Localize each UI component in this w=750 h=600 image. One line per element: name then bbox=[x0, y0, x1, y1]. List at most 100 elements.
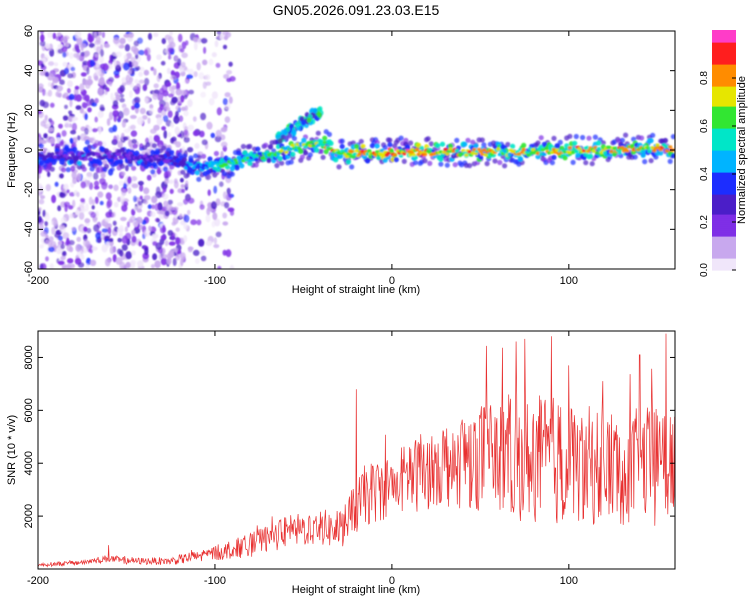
spectrogram-noise-cell bbox=[76, 191, 80, 198]
spectrogram-ridge-cell bbox=[509, 143, 516, 149]
spectrogram-ridge-cell bbox=[596, 140, 602, 146]
spectrogram-ridge-cell bbox=[233, 158, 238, 162]
spectrogram-ridge-cell bbox=[338, 153, 344, 159]
spectrogram-noise-cell bbox=[100, 172, 106, 179]
spectrogram-noise-cell bbox=[214, 218, 221, 227]
spectrogram-ridge-cell bbox=[113, 156, 119, 161]
spectrogram-noise-cell bbox=[62, 52, 67, 58]
spectrogram-noise-cell bbox=[76, 48, 81, 54]
spectrogram-noise-cell bbox=[174, 178, 178, 184]
spectrogram-noise-cell bbox=[151, 233, 159, 239]
spectrogram-noise-cell bbox=[229, 264, 235, 269]
spectrogram-ridge-cell bbox=[408, 140, 414, 146]
spectrogram-ridge-cell bbox=[567, 146, 573, 150]
spectrogram-noise-cell bbox=[80, 198, 85, 203]
spectrogram-noise-cell bbox=[74, 43, 80, 50]
spectrogram-ridge-cell bbox=[127, 158, 133, 164]
spectrogram-noise-cell bbox=[108, 111, 114, 121]
spectrogram-noise-cell bbox=[40, 231, 47, 237]
spectrogram-ridge-cell bbox=[301, 137, 307, 143]
spectrogram-noise-cell bbox=[144, 49, 148, 56]
spectrogram-ridge-cell bbox=[160, 154, 165, 158]
spectrogram-noise-cell bbox=[180, 220, 186, 226]
spectrogram-noise-cell bbox=[117, 228, 124, 233]
spectrogram-ridge-cell bbox=[464, 153, 469, 157]
spectrogram-ridge-cell bbox=[236, 155, 241, 160]
spectrogram-noise-cell bbox=[214, 40, 219, 48]
spectrogram-noise-cell bbox=[113, 70, 120, 76]
spectrogram-ridge-cell bbox=[392, 153, 397, 157]
spectrogram-noise-cell bbox=[177, 202, 184, 207]
spectrogram-noise-cell bbox=[147, 33, 153, 40]
spectrogram-noise-cell bbox=[160, 257, 168, 266]
spectrogram-ridge-cell bbox=[151, 162, 157, 168]
spectrogram-ridge-cell bbox=[358, 138, 364, 145]
spectrogram-ridge-cell bbox=[161, 145, 167, 151]
spectrogram-noise-cell bbox=[130, 45, 138, 53]
spectrogram-noise-cell bbox=[153, 83, 159, 89]
spectrogram-noise-cell bbox=[179, 213, 183, 219]
y-tick-label: 60 bbox=[23, 25, 35, 37]
y-tick-label: 40 bbox=[23, 65, 35, 77]
spectrogram-ridge-cell bbox=[320, 154, 326, 160]
spectrogram-noise-cell bbox=[90, 211, 97, 218]
colorbar-segment bbox=[712, 100, 736, 103]
spectrogram-noise-cell bbox=[89, 259, 97, 266]
snr-line-series bbox=[38, 333, 675, 568]
spectrogram-ridge-cell bbox=[668, 145, 673, 149]
spectrogram-ridge-cell bbox=[162, 166, 168, 172]
spectrogram-noise-cell bbox=[190, 219, 197, 226]
snr-panel: -200 -100 0 100 2000 4000 6000 8000 Height of … bbox=[6, 330, 676, 596]
colorbar-segment bbox=[712, 70, 736, 73]
colorbar-segment bbox=[712, 106, 736, 109]
spectrogram-noise-cell bbox=[86, 172, 93, 180]
spectrogram-ridge-cell bbox=[615, 148, 620, 153]
spectrogram-ridge-cell bbox=[236, 150, 242, 156]
spectrogram-noise-cell bbox=[211, 220, 216, 228]
spectrogram-ridge-cell bbox=[49, 166, 55, 172]
spectrogram-noise-cell bbox=[128, 218, 133, 223]
spectrogram-noise-cell bbox=[113, 201, 119, 208]
spectrogram-noise-cell bbox=[95, 167, 100, 174]
spectrogram-ridge-cell bbox=[625, 149, 630, 153]
colorbar-segment bbox=[712, 252, 736, 255]
colorbar: 0.0 0.2 0.4 0.6 0.8 Normalized spectral ampl… bbox=[699, 30, 748, 277]
colorbar-segment bbox=[712, 118, 736, 121]
spectrogram-noise-cell bbox=[67, 258, 74, 264]
spectrogram-noise-cell bbox=[227, 207, 235, 213]
spectrogram-ridge-cell bbox=[255, 146, 261, 152]
spectrogram-ridge-cell bbox=[234, 165, 240, 171]
spectrogram-ridge-cell bbox=[496, 147, 501, 151]
colorbar-segment bbox=[712, 90, 736, 93]
colorbar-segment bbox=[712, 96, 736, 99]
spectrogram-ridge-cell bbox=[435, 143, 441, 149]
spectrogram-ridge-cell bbox=[277, 155, 283, 162]
spectrogram-noise-cell bbox=[144, 77, 150, 86]
colorbar-segment bbox=[712, 226, 736, 229]
spectrogram-noise-cell bbox=[177, 33, 183, 43]
spectrogram-ridge-cell bbox=[352, 152, 358, 156]
spectrogram-noise-cell bbox=[184, 126, 189, 131]
spectrogram-noise-cell bbox=[226, 187, 231, 195]
spectrogram-ridge-cell bbox=[488, 148, 493, 153]
spectrogram-noise-cell bbox=[130, 259, 137, 266]
spectrogram-noise-cell bbox=[70, 165, 76, 172]
spectrogram-x-ticks: -200 -100 0 100 bbox=[27, 31, 578, 287]
spectrogram-noise-cell bbox=[71, 226, 76, 231]
colorbar-segment bbox=[712, 232, 736, 235]
spectrogram-ridge-cell bbox=[670, 134, 675, 140]
snr-plot-frame bbox=[37, 330, 676, 570]
spectrogram-ridge-cell bbox=[297, 146, 302, 151]
spectrogram-ridge-cell bbox=[62, 154, 68, 158]
spectrogram-noise-cell bbox=[43, 133, 48, 139]
spectrogram-noise-cell bbox=[109, 246, 115, 255]
spectrogram-noise-cell bbox=[168, 54, 172, 60]
spectrogram-noise-cell bbox=[86, 227, 92, 234]
spectrogram-ridge-cell bbox=[403, 137, 409, 143]
spectrogram-ridge-cell bbox=[497, 159, 503, 166]
spectrogram-ridge-cell bbox=[142, 154, 147, 158]
spectrogram-noise-cell bbox=[131, 229, 136, 236]
spectrogram-noise-cell bbox=[119, 249, 124, 257]
spectrogram-ridge-cell bbox=[452, 162, 458, 168]
